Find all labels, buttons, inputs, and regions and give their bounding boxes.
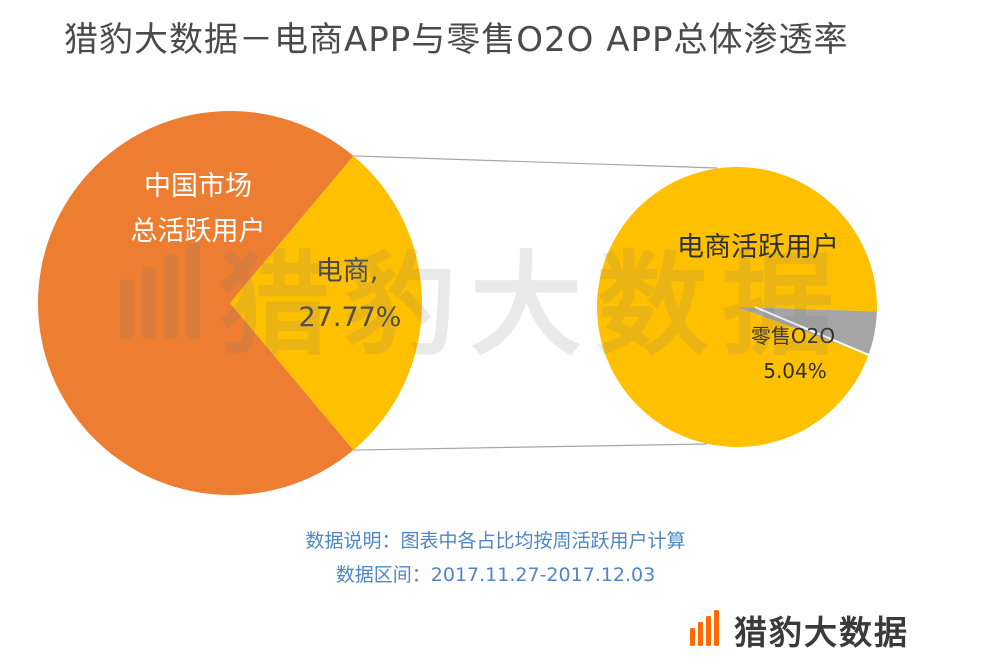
cheetah-bars-icon	[690, 610, 719, 646]
logo-text: 猎豹大数据	[734, 613, 909, 652]
data-note: 数据说明：图表中各占比均按周活跃用户计算	[305, 530, 686, 552]
main-pie	[38, 111, 423, 495]
label-sub-o2o-value: 5.04%	[763, 359, 827, 383]
connector-lines	[353, 155, 718, 451]
connector-bottom	[353, 443, 708, 451]
page-title: 猎豹大数据－电商APP与零售O2O APP总体渗透率	[64, 20, 849, 60]
pie-slice-main-other	[38, 111, 354, 495]
date-range-note: 数据区间：2017.11.27-2017.12.03	[335, 564, 656, 586]
label-main-ecommerce-value: 27.77%	[299, 302, 402, 333]
secondary-pie	[597, 166, 877, 447]
label-main-other-line1: 中国市场	[144, 171, 252, 202]
brand-logo: 猎豹大数据	[690, 606, 909, 654]
slice-divider	[754, 306, 869, 356]
label-sub-o2o-name: 零售O2O	[751, 324, 835, 348]
label-main-other-line2: 总活跃用户	[131, 216, 266, 247]
pie-slice-main-ecommerce	[230, 155, 423, 451]
label-main-ecommerce-name: 电商,	[316, 256, 379, 287]
label-sub-ecommerce-name: 电商活跃用户	[677, 232, 839, 263]
pie-slice-sub-ecommerce	[597, 166, 877, 447]
connector-top	[353, 155, 718, 169]
